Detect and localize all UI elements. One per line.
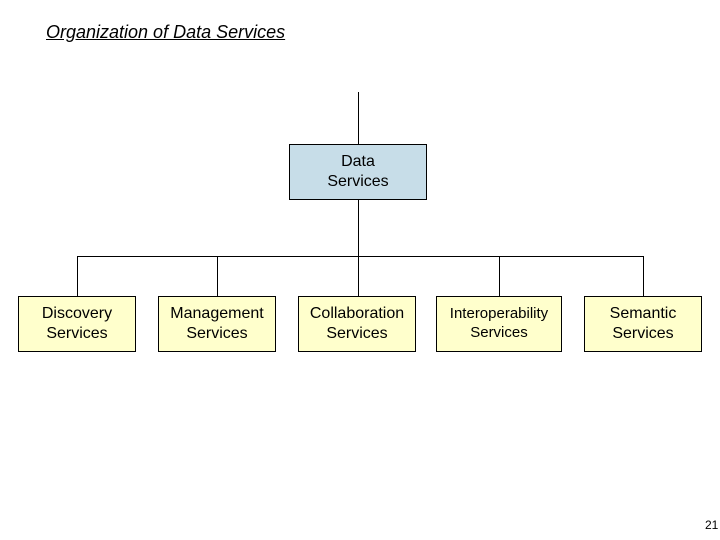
connector-drop_collab (358, 256, 359, 296)
node-collaboration: Collaboration Services (298, 296, 416, 352)
page-number: 21 (705, 518, 718, 532)
node-label-collaboration: Collaboration Services (310, 304, 404, 344)
node-label-interoperability: Interoperability Services (450, 305, 548, 343)
connector-drop_semantic (643, 256, 644, 296)
connector-h_bus (77, 256, 643, 257)
node-semantic: Semantic Services (584, 296, 702, 352)
page-title: Organization of Data Services (46, 22, 285, 43)
node-label-root: Data Services (327, 152, 388, 192)
node-label-management: Management Services (170, 304, 263, 344)
node-label-semantic: Semantic Services (610, 304, 677, 344)
node-interoperability: Interoperability Services (436, 296, 562, 352)
node-label-discovery: Discovery Services (42, 304, 112, 344)
connector-root_stem_bottom (358, 200, 359, 256)
node-discovery: Discovery Services (18, 296, 136, 352)
connector-drop_discovery (77, 256, 78, 296)
connector-root_stem_top (358, 92, 359, 144)
connector-drop_interop (499, 256, 500, 296)
node-root: Data Services (289, 144, 427, 200)
node-management: Management Services (158, 296, 276, 352)
connector-drop_management (217, 256, 218, 296)
